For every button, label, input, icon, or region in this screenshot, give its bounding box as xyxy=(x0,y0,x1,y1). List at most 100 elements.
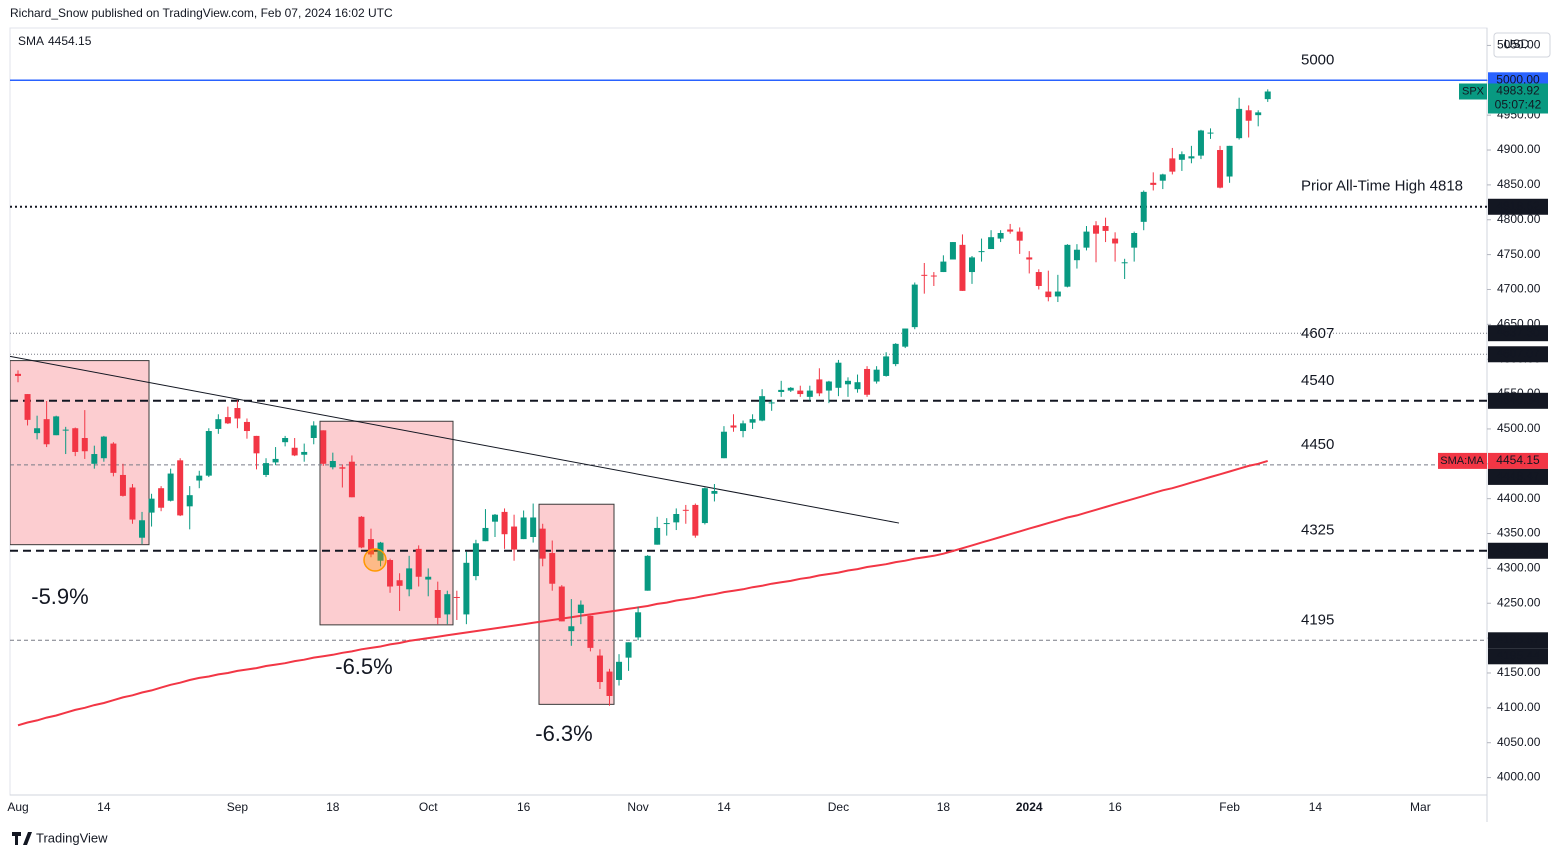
candle-body xyxy=(377,542,384,561)
candle-body xyxy=(53,416,60,436)
x-tick-label: 16 xyxy=(517,800,531,814)
candle-body xyxy=(978,251,985,253)
currency: USD xyxy=(1504,37,1530,51)
level-tag: 5000.00 xyxy=(1496,72,1540,86)
level-tag: 4196.87 xyxy=(1496,632,1540,646)
candle-body xyxy=(1064,244,1071,287)
x-tick-label: 14 xyxy=(97,800,111,814)
candle-body xyxy=(596,655,603,683)
candle-body xyxy=(883,356,890,376)
x-tick-label: 2024 xyxy=(1016,800,1043,814)
x-tick-label: 16 xyxy=(1108,800,1122,814)
axis-layer: Aug 14 Sep 18 Oct 16 Nov 14 Dec 18 2024 16 Feb 14 Mar 4… xyxy=(7,38,1548,814)
candle-body xyxy=(1083,231,1090,248)
candle-body xyxy=(663,523,670,525)
candle-body xyxy=(625,642,632,658)
candle-body xyxy=(940,261,947,273)
y-tick-label: 5050.00 xyxy=(1497,38,1541,52)
countdown: 05:07:42 xyxy=(1495,98,1542,112)
candle-body xyxy=(406,568,413,590)
candle-body xyxy=(196,475,203,481)
candle-body xyxy=(243,421,250,432)
candle-body xyxy=(320,430,327,464)
level-label: Prior All-Time High 4818 xyxy=(1301,178,1463,195)
candle-body xyxy=(1245,110,1252,121)
candle-body xyxy=(1121,262,1128,264)
candle-body xyxy=(759,396,766,421)
candle-body xyxy=(186,495,193,507)
candle-body xyxy=(558,586,565,622)
sma-tag-name: SMA:MA xyxy=(1440,455,1484,467)
candle-body xyxy=(224,417,231,424)
x-tick-label: 14 xyxy=(1309,800,1323,814)
candle-body xyxy=(15,373,21,376)
candle-body xyxy=(482,527,489,542)
level-label: 4195 xyxy=(1301,611,1334,628)
candle-body xyxy=(1217,150,1224,188)
y-tick-label: 4750.00 xyxy=(1497,247,1541,261)
candle-body xyxy=(911,284,918,328)
level-tag: 4195.44 xyxy=(1496,648,1540,662)
candle-body xyxy=(1073,249,1080,261)
candle-body xyxy=(768,402,775,404)
candle-body xyxy=(701,488,708,524)
y-tick-label: 4850.00 xyxy=(1497,177,1541,191)
candle-body xyxy=(740,423,747,432)
last-price: 4983.92 xyxy=(1496,84,1540,98)
candle-body xyxy=(711,490,718,494)
candle-body xyxy=(1178,154,1185,160)
symbol-tag: SPX xyxy=(1462,85,1485,97)
level-tag-bg xyxy=(1488,346,1548,363)
y-tick-label: 4500.00 xyxy=(1497,421,1541,435)
level-label: 4450 xyxy=(1301,436,1334,453)
candle-body xyxy=(282,437,289,443)
candle-body xyxy=(110,443,117,473)
candle-body xyxy=(1007,229,1014,232)
last-price-bg xyxy=(1488,83,1548,114)
candle-body xyxy=(892,343,899,365)
x-tick-label: Dec xyxy=(828,800,849,814)
range-label: -6.3% xyxy=(535,721,592,746)
candle-body xyxy=(806,390,813,397)
level-label: 5000 xyxy=(1301,51,1334,68)
candle-body xyxy=(873,369,880,382)
currency-box[interactable] xyxy=(1493,32,1551,58)
candle-body xyxy=(1150,182,1157,185)
level-tag: 4607.07 xyxy=(1496,346,1540,360)
sma-legend-name: SMA xyxy=(18,34,44,48)
candle-body xyxy=(577,604,584,614)
range-label: -5.9% xyxy=(31,584,88,609)
level-tag: 4325.28 xyxy=(1496,543,1540,557)
candle-body xyxy=(234,408,241,419)
trendline xyxy=(10,355,900,524)
candle-body xyxy=(1131,232,1138,248)
candle-body xyxy=(24,394,31,420)
candle-body xyxy=(635,612,642,638)
candle-body xyxy=(844,380,851,385)
candle-body xyxy=(949,242,956,260)
candle-body xyxy=(816,379,823,394)
candle-body xyxy=(1093,225,1100,234)
level-tag: 4637.30 xyxy=(1496,325,1540,339)
candle-body xyxy=(358,516,365,548)
candle-body xyxy=(825,381,832,391)
level-tag-bg xyxy=(1488,632,1548,649)
candle-body xyxy=(1255,112,1262,116)
candle-body xyxy=(100,436,107,459)
level-tag: 4448.47 xyxy=(1496,469,1540,483)
candle-body xyxy=(339,467,346,469)
candle-body xyxy=(682,509,689,511)
candle-body xyxy=(272,458,279,463)
x-tick-label: 18 xyxy=(937,800,951,814)
candle-body xyxy=(959,244,966,291)
x-tick-label: 18 xyxy=(326,800,340,814)
candle-body xyxy=(930,275,937,277)
candle-body xyxy=(673,513,680,523)
candle-body xyxy=(1226,145,1233,177)
candle-body xyxy=(720,431,727,459)
y-tick-label: 4350.00 xyxy=(1497,526,1541,540)
candle-body xyxy=(988,237,995,250)
range-box xyxy=(319,420,454,626)
